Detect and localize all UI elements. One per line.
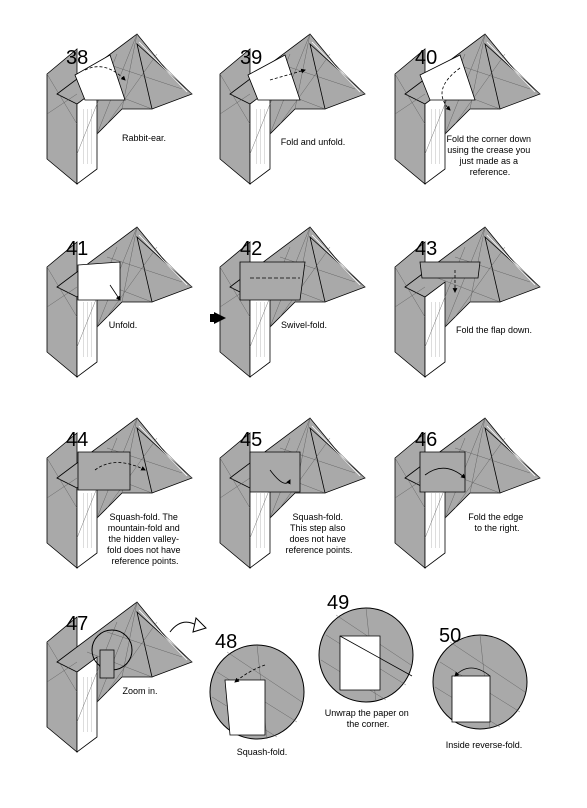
step-40: 40 Fold the corner down using the crease… bbox=[394, 33, 541, 185]
zoom-in-arrowhead bbox=[192, 616, 207, 633]
step-number: 43 bbox=[415, 238, 437, 260]
step-caption: Inside reverse-fold. bbox=[446, 740, 523, 750]
step-number: 41 bbox=[66, 238, 88, 260]
step-number: 39 bbox=[240, 47, 262, 69]
step-number: 47 bbox=[66, 613, 88, 635]
step-47: 47 Zoom in. bbox=[46, 601, 193, 753]
step-caption: Squash-fold. The mountain-fold and the h… bbox=[107, 512, 183, 566]
step-number: 48 bbox=[215, 631, 237, 653]
step-number: 46 bbox=[415, 429, 437, 451]
step-number: 40 bbox=[415, 47, 437, 69]
step-caption: Fold the corner down using the crease yo… bbox=[446, 134, 533, 177]
step-number: 49 bbox=[327, 592, 349, 614]
step-caption: Squash-fold. This step also does not hav… bbox=[285, 512, 352, 555]
step-43: 43 Fold the flap down. bbox=[394, 226, 541, 378]
step-49: 49 Unwrap the paper on the corner. bbox=[318, 592, 414, 729]
step-caption: Zoom in. bbox=[122, 686, 157, 696]
step-number: 50 bbox=[439, 625, 461, 647]
step-46: 46 Fold the edge to the right. bbox=[394, 417, 541, 569]
step-number: 38 bbox=[66, 47, 88, 69]
step-42: 42 Swivel-fold. bbox=[210, 226, 366, 378]
step-caption: Fold the flap down. bbox=[456, 325, 532, 335]
step-number: 45 bbox=[240, 429, 262, 451]
step-caption: Fold the edge to the right. bbox=[468, 512, 526, 533]
step-caption: Swivel-fold. bbox=[281, 320, 327, 330]
step-caption: Fold and unfold. bbox=[281, 137, 346, 147]
step-number: 42 bbox=[240, 238, 262, 260]
step-45: 45 Squash-fold. This step also does not … bbox=[219, 417, 366, 569]
step-39: 39 Fold and unfold. bbox=[219, 33, 366, 185]
step-50: 50 Inside reverse-fold. bbox=[432, 625, 528, 750]
step-number: 44 bbox=[66, 429, 88, 451]
step-44: 44 Squash-fold. The mountain-fold and th… bbox=[46, 417, 193, 569]
step-caption: Squash-fold. bbox=[237, 747, 288, 757]
step-caption: Unfold. bbox=[109, 320, 138, 330]
step-38: 38 Rabbit-ear. bbox=[46, 33, 193, 185]
step-caption: Unwrap the paper on the corner. bbox=[325, 708, 412, 729]
step-41: 41 Unfold. bbox=[46, 226, 193, 378]
step-caption: Rabbit-ear. bbox=[122, 133, 166, 143]
step-48: 48 Squash-fold. bbox=[209, 631, 305, 757]
